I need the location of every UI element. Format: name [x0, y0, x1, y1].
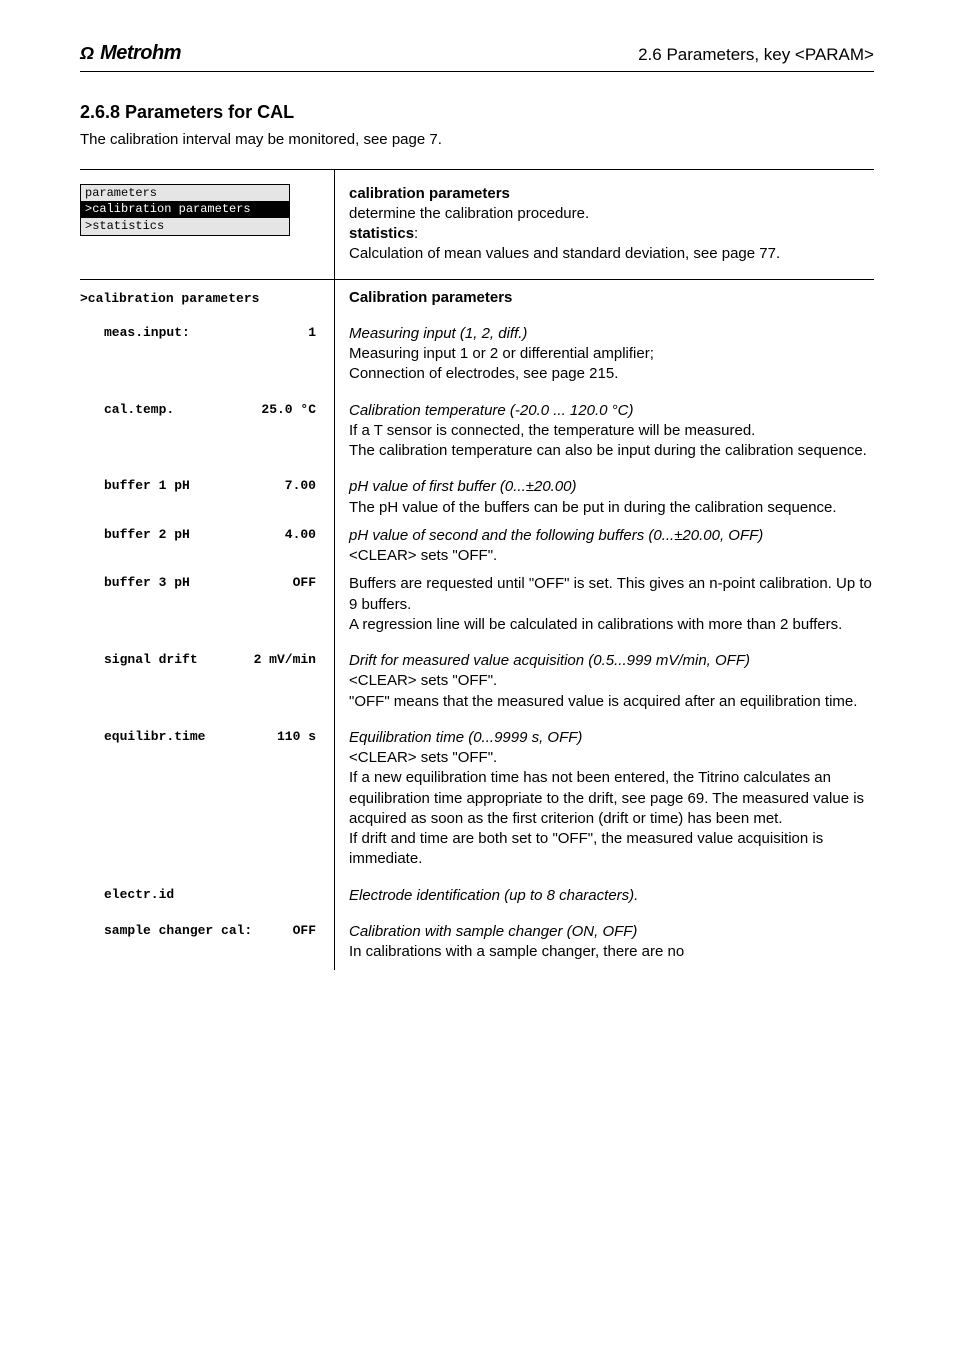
row-buf2-label: buffer 2 pH 4.00 — [80, 526, 322, 544]
row-buf3-desc: Buffers are requested until "OFF" is set… — [335, 574, 874, 643]
menu-line-calibration: >calibration parameters — [81, 201, 289, 218]
row-temp-label: cal.temp. 25.0 °C — [80, 401, 322, 419]
row-meas-label: meas.input: 1 — [80, 324, 322, 342]
header-section-path: 2.6 Parameters, key <PARAM> — [638, 44, 874, 67]
row-samp-desc: Calibration with sample changer (ON, OFF… — [335, 914, 874, 971]
row-buf3-label: buffer 3 pH OFF — [80, 574, 322, 592]
menu-box: parameters >calibration parameters >stat… — [80, 184, 290, 236]
cal-heading-right-text: Calibration parameters — [349, 289, 512, 306]
cal-heading-left: >calibration parameters — [80, 280, 335, 316]
row-buf2-desc: pH value of second and the following buf… — [335, 526, 874, 575]
intro-stat-title: statistics — [349, 225, 414, 242]
cal-heading-left-text: >calibration parameters — [80, 291, 259, 306]
row-buf1-desc: pH value of first buffer (0...±20.00) Th… — [335, 469, 874, 526]
menu-line-parameters: parameters — [81, 185, 289, 202]
section-subtitle: The calibration interval may be monitore… — [80, 130, 874, 150]
cal-heading-right: Calibration parameters — [335, 280, 874, 316]
row-temp-desc: Calibration temperature (-20.0 ... 120.0… — [335, 393, 874, 470]
brand-name: Metrohm — [100, 40, 181, 67]
param-table: parameters >calibration parameters >stat… — [80, 169, 874, 971]
brand-icon: Ω — [80, 41, 94, 65]
row-drift-desc: Drift for measured value acquisition (0.… — [335, 643, 874, 720]
intro-cell: calibration parameters determine the cal… — [335, 170, 874, 280]
row-meas-desc: Measuring input (1, 2, diff.) Measuring … — [335, 316, 874, 393]
row-equil-desc: Equilibration time (0...9999 s, OFF) <CL… — [335, 720, 874, 878]
menu-line-statistics: >statistics — [81, 218, 289, 235]
row-equil-label: equilibr.time 110 s — [80, 728, 322, 746]
page-header: Ω Metrohm 2.6 Parameters, key <PARAM> — [80, 40, 874, 72]
menu-cell: parameters >calibration parameters >stat… — [80, 170, 335, 280]
intro-stat-desc: Calculation of mean values and standard … — [349, 244, 874, 264]
row-samp-label: sample changer cal: OFF — [80, 922, 322, 940]
row-elid-desc: Electrode identification (up to 8 charac… — [335, 878, 874, 914]
row-buf1-label: buffer 1 pH 7.00 — [80, 477, 322, 495]
row-drift-label: signal drift 2 mV/min — [80, 651, 322, 669]
brand-logo: Ω Metrohm — [80, 40, 181, 67]
row-elid-label: electr.id — [80, 886, 322, 904]
intro-cal-desc: determine the calibration procedure. — [349, 204, 874, 224]
intro-cal-title: calibration parameters — [349, 185, 510, 202]
section-title: 2.6.8 Parameters for CAL — [80, 100, 874, 124]
